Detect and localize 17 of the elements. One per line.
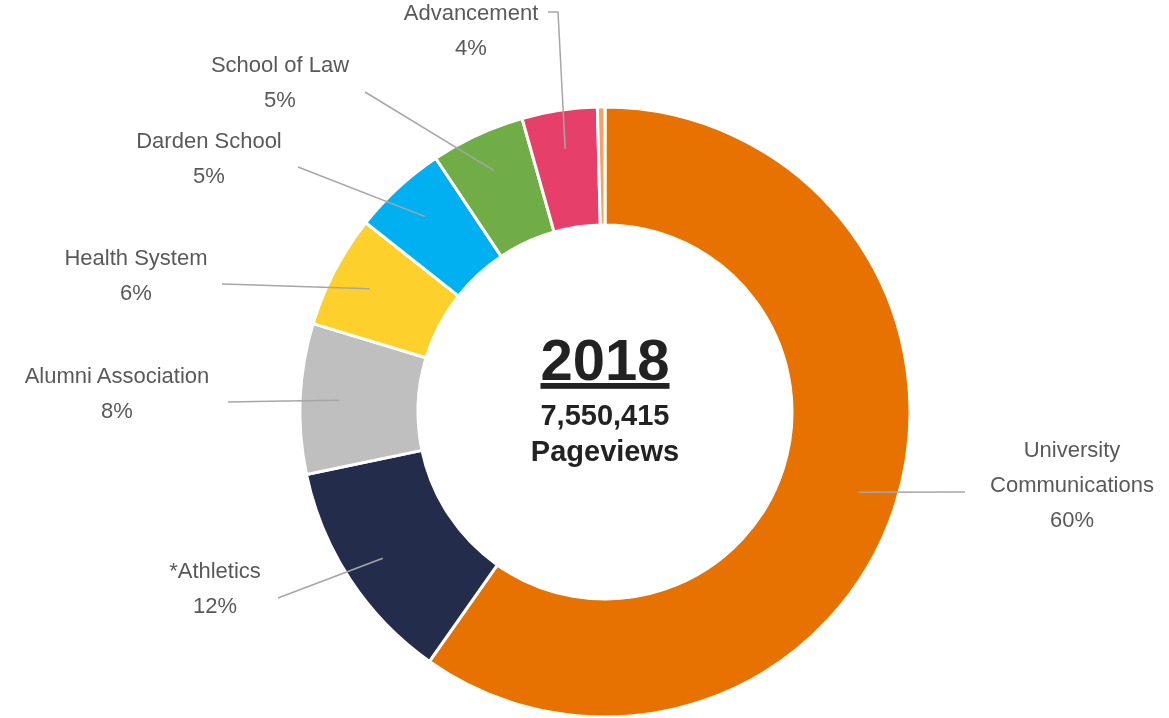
- data-label: 60%: [1049, 507, 1095, 532]
- slice-label: Darden School: [136, 128, 282, 153]
- data-label: 5%: [264, 87, 296, 112]
- slice-label: School of Law: [210, 52, 350, 77]
- data-label: 6%: [120, 280, 152, 305]
- slice-label: *Athletics: [169, 558, 261, 583]
- data-label: 12%: [192, 593, 238, 618]
- data-label: 8%: [101, 398, 133, 423]
- slice-label: Alumni Association: [24, 363, 210, 388]
- data-label: 5%: [193, 163, 225, 188]
- slice-label: University Communications: [990, 437, 1154, 497]
- data-label: 4%: [455, 35, 487, 60]
- text: 2018: [540, 327, 670, 392]
- text: Pageviews: [530, 435, 680, 467]
- slice-label: Advancement: [403, 0, 539, 25]
- slice-label: Health System: [64, 245, 208, 270]
- text: 7,550,415: [540, 399, 670, 431]
